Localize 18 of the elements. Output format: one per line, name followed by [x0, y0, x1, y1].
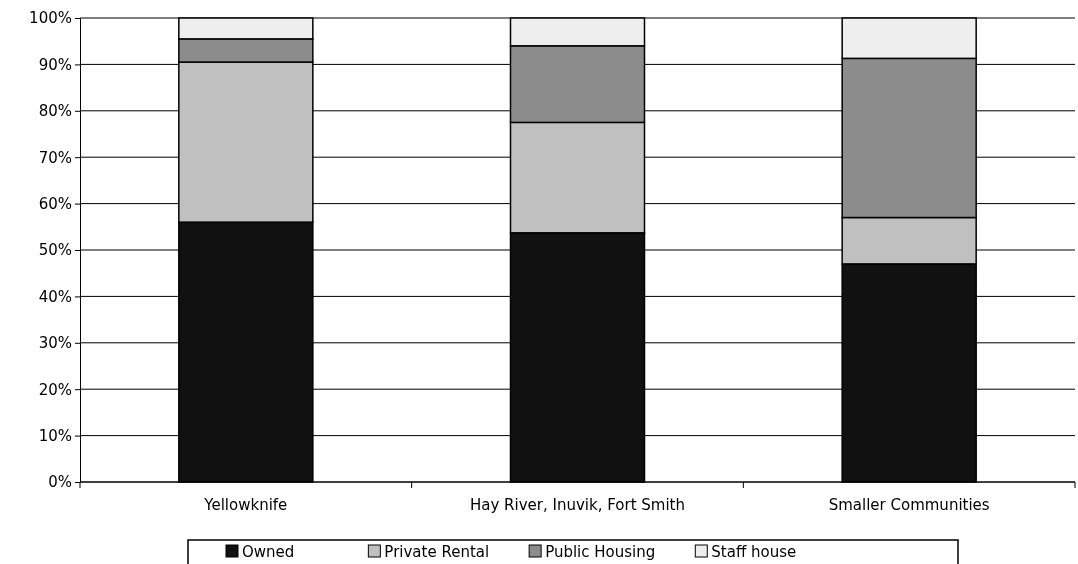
x-tick-label: Smaller Communities — [828, 496, 990, 514]
legend-label: Public Housing — [545, 543, 656, 561]
y-tick-label: 30% — [38, 334, 72, 353]
y-tick-label: 90% — [38, 55, 72, 74]
y-tick-label: 80% — [38, 102, 72, 121]
y-tick-label: 10% — [38, 426, 72, 445]
y-tick-label: 100% — [29, 9, 72, 28]
y-tick-label: 40% — [38, 287, 72, 306]
y-tick-label: 0% — [48, 473, 72, 492]
x-tick-label: Yellowknife — [203, 496, 288, 514]
legend-label: Private Rental — [384, 543, 490, 561]
y-tick-label: 70% — [38, 148, 72, 167]
y-tick-label: 60% — [38, 194, 72, 213]
y-tick-label: 20% — [38, 380, 72, 399]
y-tick-label: 50% — [38, 241, 72, 260]
legend-label: Staff house — [711, 543, 797, 561]
legend-label: Owned — [242, 543, 295, 561]
x-tick-label: Hay River, Inuvik, Fort Smith — [470, 496, 685, 514]
